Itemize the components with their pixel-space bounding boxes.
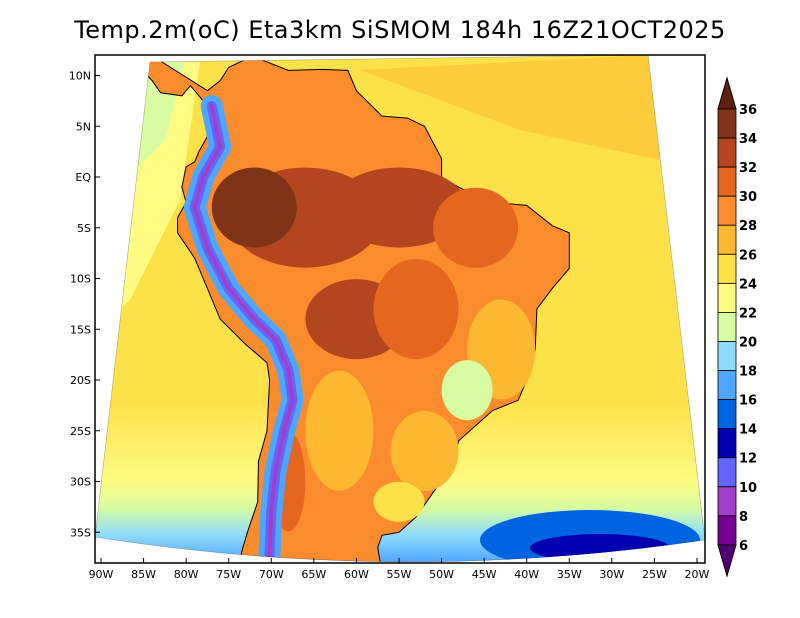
colorbar-segment (717, 486, 737, 517)
temperature-patch (390, 411, 459, 492)
lon-tick-label: 65W (301, 568, 326, 581)
colorbar-under-triangle (717, 544, 737, 578)
lon-tick-label: 70W (259, 568, 284, 581)
colorbar-segment (717, 341, 737, 371)
colorbar-segment (717, 312, 737, 342)
colorbar-label: 20 (739, 335, 757, 350)
lon-tick-label: 60W (344, 568, 369, 581)
lon-tick-label: 55W (387, 568, 412, 581)
lat-tick-label: 5N (76, 120, 91, 133)
field-layer (95, 55, 705, 562)
lat-tick-label: 5S (77, 222, 91, 235)
temperature-patch (373, 481, 425, 522)
colorbar-segment (717, 428, 737, 459)
colorbar-label: 30 (739, 190, 757, 205)
colorbar-segment (717, 370, 737, 401)
colorbar-label: 10 (739, 481, 757, 496)
temperature-patch (211, 167, 297, 248)
colorbar-segment (717, 137, 737, 168)
lon-tick-label: 90W (89, 568, 114, 581)
lon-tick-label: 80W (174, 568, 199, 581)
colorbar-label: 34 (739, 132, 757, 147)
lat-tick-label: EQ (75, 171, 91, 184)
colorbar-segment (717, 224, 737, 255)
colorbar-label: 22 (739, 306, 757, 321)
colorbar-label: 28 (739, 219, 757, 234)
colorbar-label: 18 (739, 365, 757, 380)
lon-axis: 90W 85W 80W 75W 70W 65W 60W 55W 50W 45W 40W 35W 30W 2… (89, 558, 710, 581)
temperature-patch (330, 167, 467, 248)
lat-tick-label: 10N (69, 70, 91, 83)
colorbar-label: 6 (739, 539, 748, 554)
lon-tick-label: 30W (599, 568, 624, 581)
cold-pool-core (530, 534, 670, 562)
lat-axis: 10N 5N EQ 5S 10S 15S 20S 25S 30S 35S (69, 70, 100, 539)
colorbar-label: 24 (739, 277, 757, 292)
temperature-patch (373, 258, 459, 359)
colorbar-label: 12 (739, 452, 757, 467)
lat-tick-label: 20S (70, 374, 91, 387)
colorbar-segment (717, 282, 737, 313)
colorbar-label: 36 (739, 103, 757, 118)
lon-tick-label: 50W (429, 568, 454, 581)
map-frame (94, 54, 706, 564)
lon-tick-label: 40W (514, 568, 539, 581)
temperature-patch (305, 370, 374, 491)
temperature-patch (441, 360, 493, 421)
colorbar-segment (717, 108, 737, 139)
colorbar-label: 16 (739, 394, 757, 409)
lat-tick-label: 30S (70, 476, 91, 489)
colorbar-segment (717, 457, 737, 488)
lon-tick-label: 45W (472, 568, 497, 581)
colorbar-segment (717, 399, 737, 430)
colorbar-label: 8 (739, 510, 748, 525)
colorbar-label: 32 (739, 161, 757, 176)
lat-tick-label: 10S (70, 273, 91, 286)
lat-tick-label: 25S (70, 425, 91, 438)
domain-edge (94, 54, 706, 563)
colorbar-segment (717, 253, 737, 284)
map-title: Temp.2m(oC) Eta3km SiSMOM 184h 16Z21OCT2… (74, 16, 726, 44)
andes-peak-band (192, 104, 295, 562)
lon-tick-label: 75W (216, 568, 241, 581)
lat-tick-label: 35S (70, 526, 91, 539)
temperature-patch (433, 187, 519, 268)
atlantic-warm-field (360, 55, 660, 160)
colorbar-segment (717, 166, 737, 197)
colorbar-segment (717, 515, 737, 546)
lon-tick-label: 85W (131, 568, 156, 581)
lon-tick-label: 25W (642, 568, 667, 581)
lon-tick-label: 35W (557, 568, 582, 581)
lon-tick-label: 20W (685, 568, 710, 581)
warm-patches (211, 167, 536, 532)
colorbar-segment (717, 195, 737, 226)
lat-tick-label: 15S (70, 323, 91, 336)
colorbar-over-triangle (717, 76, 737, 110)
colorbar-label: 14 (739, 423, 757, 438)
colorbar-label: 26 (739, 248, 757, 263)
colorbar: 36 34 32 30 28 26 24 22 20 18 16 14 12 10 8 6 (717, 76, 757, 578)
